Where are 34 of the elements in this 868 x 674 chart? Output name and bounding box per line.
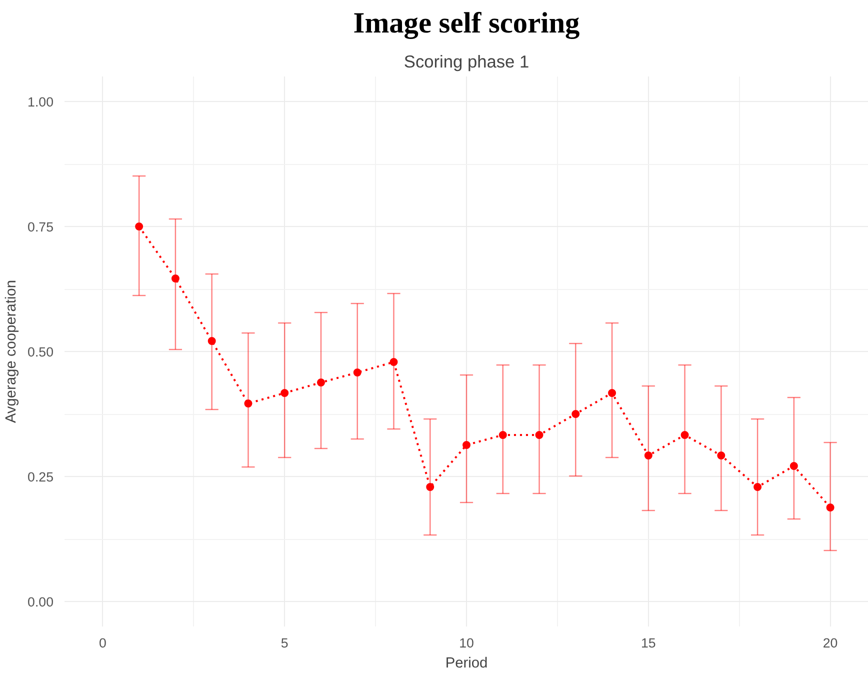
point bbox=[390, 358, 398, 366]
y-tick-label: 0.75 bbox=[28, 220, 54, 234]
point bbox=[244, 400, 252, 408]
point bbox=[498, 431, 507, 439]
y-tick-label: 1.00 bbox=[28, 94, 54, 110]
y-tick-label: 0.00 bbox=[28, 594, 54, 610]
point bbox=[171, 274, 180, 282]
point bbox=[790, 462, 798, 470]
x-tick-label: 10 bbox=[459, 636, 474, 650]
point bbox=[208, 337, 216, 345]
point bbox=[754, 483, 762, 491]
y-tick-label: 0.50 bbox=[28, 344, 54, 360]
point bbox=[462, 441, 470, 449]
x-tick-label: 20 bbox=[822, 636, 838, 650]
point bbox=[680, 431, 689, 439]
x-tick-label: 0 bbox=[98, 636, 106, 650]
point bbox=[280, 389, 289, 397]
y-axis-title: Avgerage cooperation bbox=[4, 280, 20, 424]
point bbox=[608, 389, 616, 397]
x-tick-label: 15 bbox=[640, 636, 656, 650]
point bbox=[353, 368, 362, 376]
x-axis-title: Period bbox=[445, 656, 488, 672]
point bbox=[426, 483, 434, 491]
chart-subtitle: Scoring phase 1 bbox=[404, 52, 530, 72]
point bbox=[826, 504, 834, 512]
x-tick-label: 5 bbox=[280, 636, 288, 650]
point bbox=[717, 452, 726, 460]
point bbox=[535, 431, 544, 439]
point bbox=[572, 410, 580, 418]
y-tick-label: 0.25 bbox=[28, 470, 54, 484]
point bbox=[316, 378, 325, 386]
chart-title: Image self scoring bbox=[353, 8, 580, 40]
point bbox=[135, 222, 144, 230]
point bbox=[644, 452, 652, 460]
